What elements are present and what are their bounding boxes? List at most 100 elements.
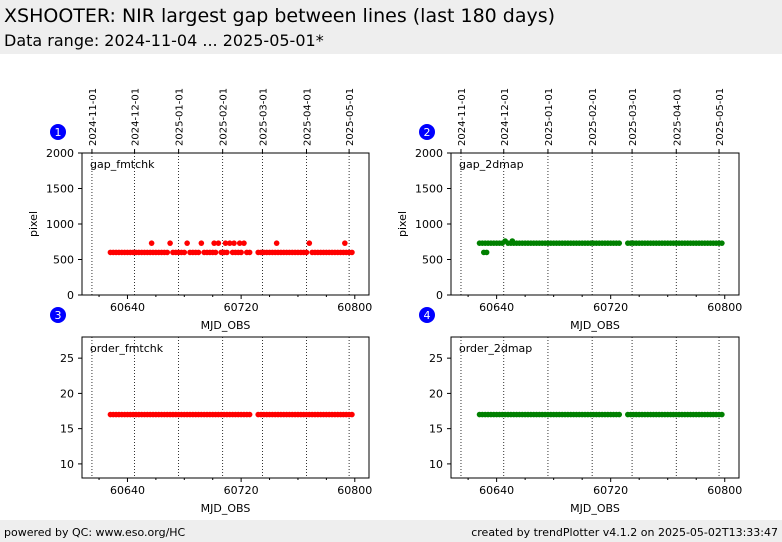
x-tick-label: 60720 <box>593 484 628 497</box>
date-tick-label: 2025-02-01 <box>588 88 599 146</box>
x-tick-label: 60800 <box>707 301 742 314</box>
plots-area: 2024-11-01 2024-12-01 2025-01-01 2025-02-01… <box>27 88 742 515</box>
y-tick-label: 0 <box>67 289 74 302</box>
data-point <box>215 240 222 246</box>
y-tick-label: 500 <box>422 254 443 267</box>
x-tick-label: 60640 <box>110 484 145 497</box>
date-tick-label: 2024-11-01 <box>88 88 99 146</box>
y-tick-label: 25 <box>60 352 74 365</box>
y-tick-label: 2000 <box>46 147 74 160</box>
x-tick-label: 60640 <box>479 301 514 314</box>
y-tick-label: 2000 <box>415 147 443 160</box>
y-tick-label: 25 <box>429 352 443 365</box>
y-tick-label: 20 <box>429 387 443 400</box>
plot-frame <box>81 152 370 296</box>
x-tick-label: 60720 <box>224 484 259 497</box>
data-point <box>349 249 355 256</box>
panel-badge-number: 1 <box>55 126 62 139</box>
plot-frame <box>450 152 740 296</box>
date-tick-label: 2025-01-01 <box>544 88 555 146</box>
x-tick-label: 60720 <box>224 301 259 314</box>
data-point <box>198 240 205 246</box>
x-tick-label: 60720 <box>593 301 628 314</box>
data-point <box>616 240 623 246</box>
data-point <box>224 249 230 256</box>
page-footer: powered by QC: www.eso.org/HC created by… <box>0 520 782 542</box>
y-axis-label: pixel <box>27 211 40 237</box>
plot-frame <box>81 336 370 479</box>
plot-frame <box>450 336 740 479</box>
data-point <box>184 240 190 246</box>
data-point <box>349 411 355 418</box>
data-point <box>502 238 508 244</box>
panel-badge <box>419 124 435 140</box>
x-tick-label: 60640 <box>110 301 145 314</box>
date-tick-label: 2025-01-01 <box>175 88 186 146</box>
panel-badge-number: 3 <box>55 309 62 322</box>
data-point <box>342 240 348 246</box>
y-tick-label: 500 <box>53 254 74 267</box>
panel-label: gap_fmtchk <box>90 158 155 171</box>
x-axis-label: MJD_OBS <box>570 319 620 332</box>
data-point <box>164 249 171 256</box>
y-tick-label: 0 <box>436 289 443 302</box>
x-axis-label: MJD_OBS <box>201 502 251 515</box>
y-tick-label: 1000 <box>415 218 443 231</box>
data-point <box>222 240 229 246</box>
date-tick-label: 2025-05-01 <box>345 88 356 146</box>
data-point <box>211 240 217 246</box>
panel-badge <box>419 307 435 323</box>
panel-label: order_2dmap <box>459 342 532 355</box>
data-point <box>273 240 280 246</box>
date-tick-label: 2025-03-01 <box>258 88 269 146</box>
y-tick-label: 20 <box>60 387 74 400</box>
data-point <box>303 249 310 256</box>
date-tick-label: 2025-03-01 <box>628 88 639 146</box>
data-point <box>167 240 173 246</box>
data-point <box>181 249 188 256</box>
data-point <box>719 411 725 418</box>
y-tick-label: 10 <box>429 458 443 471</box>
date-tick-label: 2025-02-01 <box>219 88 230 146</box>
data-point <box>616 411 623 418</box>
page-header: XSHOOTER: NIR largest gap between lines … <box>0 0 782 54</box>
data-point <box>212 249 219 256</box>
data-point <box>246 411 253 418</box>
panel-badge-number: 2 <box>424 126 431 139</box>
data-point <box>148 240 155 246</box>
page-title: XSHOOTER: NIR largest gap between lines … <box>4 5 556 27</box>
date-tick-label: 2025-05-01 <box>715 88 726 146</box>
x-axis-label: MJD_OBS <box>201 319 251 332</box>
y-tick-label: 1000 <box>46 218 74 231</box>
data-point <box>246 249 253 256</box>
date-tick-label: 2025-04-01 <box>302 88 313 146</box>
y-tick-label: 15 <box>60 423 74 436</box>
x-tick-label: 60640 <box>479 484 514 497</box>
panel-badge <box>50 307 66 323</box>
x-tick-label: 60800 <box>337 301 372 314</box>
data-point <box>236 240 243 246</box>
data-point <box>238 249 244 256</box>
y-tick-label: 1500 <box>415 183 443 196</box>
footer-credit: powered by QC: www.eso.org/HC <box>4 526 186 539</box>
panel-label: gap_2dmap <box>459 158 524 171</box>
date-tick-label: 2024-11-01 <box>457 88 468 146</box>
y-tick-label: 10 <box>60 458 74 471</box>
x-axis-label: MJD_OBS <box>570 502 620 515</box>
date-tick-label: 2024-12-01 <box>131 88 142 146</box>
page-subtitle: Data range: 2024-11-04 ... 2025-05-01* <box>4 31 324 50</box>
data-point <box>226 240 233 246</box>
y-axis-label: pixel <box>396 211 409 237</box>
y-tick-label: 1500 <box>46 183 74 196</box>
data-point <box>306 240 313 246</box>
data-point <box>231 240 237 246</box>
data-point <box>509 238 516 244</box>
y-tick-label: 15 <box>429 423 443 436</box>
data-point <box>241 240 247 246</box>
panel-badge <box>50 124 66 140</box>
date-tick-label: 2025-04-01 <box>672 88 683 146</box>
data-point <box>195 249 202 256</box>
panel-badge-number: 4 <box>424 309 431 322</box>
x-tick-label: 60800 <box>707 484 742 497</box>
date-tick-label: 2024-12-01 <box>500 88 511 146</box>
